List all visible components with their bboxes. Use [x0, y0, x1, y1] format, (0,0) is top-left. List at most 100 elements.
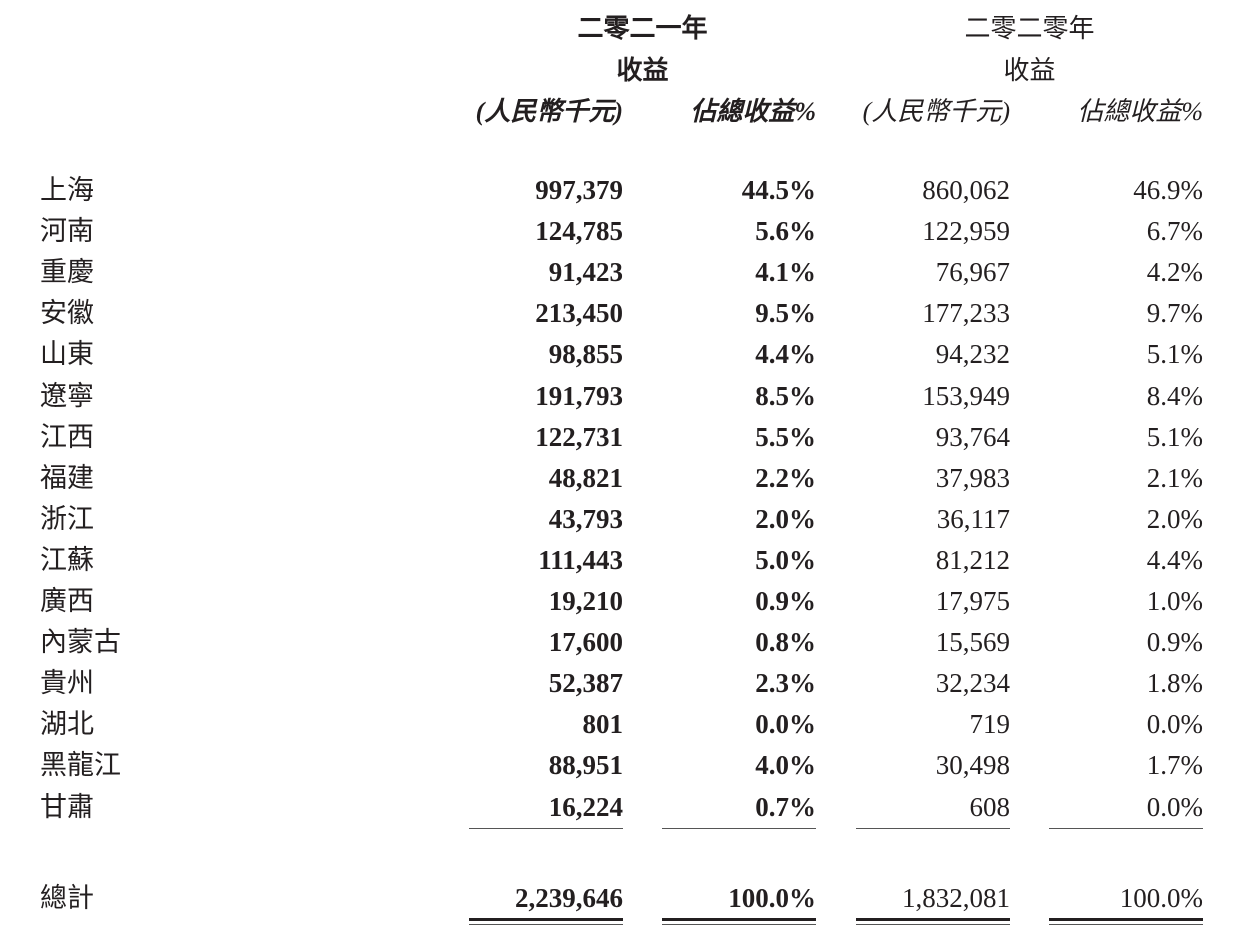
revenue-2021: 43,793 [548, 503, 623, 534]
total-pct-2021: 100.0% [728, 883, 816, 913]
percent-2021: 0.7% [755, 791, 816, 822]
revenue-2021: 997,379 [535, 175, 623, 205]
region-label: 江西 [40, 421, 94, 452]
total-label: 總計 [40, 883, 94, 913]
percent-2020: 2.1% [1146, 462, 1203, 493]
revenue-2020: 719 [969, 709, 1011, 740]
percent-2020: 0.9% [1146, 627, 1203, 658]
percent-2021: 9.5% [755, 298, 816, 329]
table-row: 浙江 43,793 2.0% 36,117 2.0% [0, 499, 1246, 540]
percent-2020: 4.4% [1146, 544, 1203, 575]
revenue-2021: 213,450 [535, 298, 623, 329]
revenue-2020: 94,232 [935, 339, 1010, 370]
header-2020-revenue: 收益 [1003, 56, 1056, 85]
percent-2021: 2.0% [755, 503, 816, 534]
percent-2021: 2.3% [755, 668, 816, 699]
percent-2020: 0.0% [1146, 709, 1203, 740]
revenue-2020: 36,117 [936, 503, 1010, 534]
revenue-2021: 124,785 [535, 216, 623, 247]
revenue-2020: 122,959 [922, 216, 1010, 247]
revenue-2021: 19,210 [548, 586, 623, 616]
region-label: 遼寧 [40, 380, 94, 411]
revenue-2021: 17,600 [548, 627, 623, 658]
percent-2021: 2.2% [755, 462, 816, 493]
table-row: 江西 122,731 5.5% 93,764 5.1% [0, 417, 1246, 458]
revenue-2021: 98,855 [548, 339, 623, 370]
revenue-2020: 30,498 [935, 750, 1010, 781]
region-label: 江蘇 [40, 544, 94, 575]
percent-2020: 0.0% [1146, 791, 1203, 822]
table-row: 安徽 213,450 9.5% 177,233 9.7% [0, 293, 1246, 334]
header-2020-rmb: (人民幣千元) [862, 97, 1010, 126]
table-row: 湖北 801 0.0% 719 0.0% [0, 704, 1246, 745]
region-label: 安徽 [40, 298, 94, 329]
table-row: 貴州 52,387 2.3% 32,234 1.8% [0, 663, 1246, 704]
region-label: 山東 [40, 339, 94, 370]
percent-2021: 5.6% [755, 216, 816, 247]
percent-2021: 5.5% [755, 421, 816, 452]
percent-2021: 4.4% [755, 339, 816, 370]
table-row: 山東 98,855 4.4% 94,232 5.1% [0, 334, 1246, 375]
revenue-2020: 76,967 [935, 257, 1010, 288]
percent-2020: 8.4% [1146, 380, 1203, 411]
total-row: 總計 2,239,646 100.0% 1,832,081 100.0% [0, 878, 1246, 919]
region-label: 甘肅 [40, 791, 94, 822]
revenue-2021: 88,951 [548, 750, 623, 781]
table-row: 上海 997,379 44.5% 860,062 46.9% [0, 170, 1246, 211]
revenue-2021: 16,224 [548, 791, 623, 822]
region-label: 河南 [40, 216, 94, 247]
percent-2021: 0.8% [755, 627, 816, 658]
revenue-2020: 608 [969, 791, 1011, 822]
percent-2021: 44.5% [741, 175, 816, 205]
header-2021-pct: 佔總收益% [690, 97, 816, 126]
percent-2020: 5.1% [1146, 339, 1203, 370]
revenue-2020: 153,949 [922, 380, 1010, 411]
percent-2020: 4.2% [1146, 257, 1203, 288]
revenue-2021: 191,793 [535, 380, 623, 411]
region-label: 內蒙古 [40, 627, 121, 658]
total-rev-2020: 1,832,081 [902, 883, 1010, 913]
revenue-2020: 32,234 [935, 668, 1010, 699]
header-2020-pct: 佔總收益% [1077, 97, 1203, 126]
region-label: 福建 [40, 462, 94, 493]
revenue-2021: 52,387 [548, 668, 623, 699]
percent-2020: 5.1% [1146, 421, 1203, 452]
table-row: 甘肅 16,224 0.7% 608 0.0% [0, 787, 1246, 828]
table-row: 江蘇 111,443 5.0% 81,212 4.4% [0, 540, 1246, 581]
revenue-2021: 122,731 [535, 421, 623, 452]
header-2021-revenue: 收益 [616, 56, 669, 85]
header-2021-rmb: (人民幣千元) [475, 97, 623, 126]
percent-2020: 2.0% [1146, 503, 1203, 534]
total-rev-2021: 2,239,646 [515, 883, 623, 913]
revenue-2020: 17,975 [935, 586, 1010, 616]
revenue-2021: 111,443 [538, 544, 623, 575]
table-row: 廣西 19,210 0.9% 17,975 1.0% [0, 581, 1246, 622]
table-row: 遼寧 191,793 8.5% 153,949 8.4% [0, 376, 1246, 417]
percent-2020: 1.0% [1146, 586, 1203, 616]
revenue-2020: 81,212 [935, 544, 1010, 575]
percent-2021: 0.0% [755, 709, 816, 740]
percent-2020: 1.7% [1146, 750, 1203, 781]
table-row: 重慶 91,423 4.1% 76,967 4.2% [0, 252, 1246, 293]
region-label: 浙江 [40, 503, 94, 534]
revenue-2020: 37,983 [935, 462, 1010, 493]
percent-2020: 1.8% [1146, 668, 1203, 699]
table-row: 河南 124,785 5.6% 122,959 6.7% [0, 211, 1246, 252]
revenue-2020: 15,569 [935, 627, 1010, 658]
percent-2021: 4.0% [755, 750, 816, 781]
percent-2021: 5.0% [755, 544, 816, 575]
region-label: 貴州 [40, 668, 94, 699]
percent-2020: 9.7% [1146, 298, 1203, 329]
header-2021-year: 二零二一年 [577, 14, 708, 43]
revenue-2020: 860,062 [922, 175, 1010, 205]
total-pct-2020: 100.0% [1119, 883, 1203, 913]
table-row: 福建 48,821 2.2% 37,983 2.1% [0, 458, 1246, 499]
percent-2020: 46.9% [1133, 175, 1203, 205]
percent-2021: 8.5% [755, 380, 816, 411]
revenue-2020: 177,233 [922, 298, 1010, 329]
region-label: 重慶 [40, 257, 94, 288]
revenue-2020: 93,764 [935, 421, 1010, 452]
percent-2021: 0.9% [755, 586, 816, 616]
revenue-2021: 91,423 [548, 257, 623, 288]
table-row: 內蒙古 17,600 0.8% 15,569 0.9% [0, 622, 1246, 663]
